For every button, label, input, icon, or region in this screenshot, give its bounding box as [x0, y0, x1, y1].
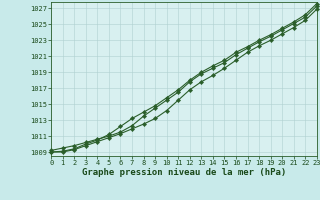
X-axis label: Graphe pression niveau de la mer (hPa): Graphe pression niveau de la mer (hPa)	[82, 168, 286, 177]
